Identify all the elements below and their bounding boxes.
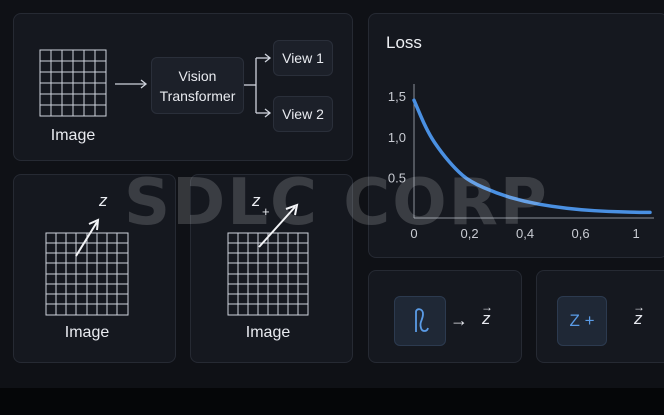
loss-chart-panel <box>368 13 664 258</box>
model-label-line1: Vision <box>178 67 217 84</box>
embedding-panel-right <box>190 174 353 363</box>
view-1-box: View 1 <box>273 40 333 76</box>
vector-arrow-icon <box>75 218 100 257</box>
x-tick-label: 0,6 <box>572 226 590 241</box>
y-tick-label: 0.5 <box>388 170 406 185</box>
z-vector-symbol: → z <box>481 300 493 328</box>
bottom-bar <box>0 388 664 415</box>
loss-curve <box>412 98 652 215</box>
squiggle-icon <box>415 308 429 332</box>
x-tick-label: 0 <box>410 226 417 241</box>
arrow-right-icon <box>115 79 148 89</box>
image-label: Image <box>64 324 110 341</box>
image-grid-icon <box>45 232 129 316</box>
plus-symbol: + <box>262 204 270 219</box>
z-plus-symbol-box: Z + <box>557 296 607 346</box>
image-label: Image <box>50 127 96 144</box>
y-tick-label: 1,5 <box>388 89 406 104</box>
image-label: Image <box>245 324 291 341</box>
chart-title: Loss <box>386 33 422 52</box>
loss-chart: Loss 1,5 1,0 0.5 0 0,2 0,4 0,6 1 <box>386 33 654 241</box>
z-symbol: z <box>98 191 108 210</box>
view-2-box: View 2 <box>273 96 333 132</box>
arrow-right-icon: → <box>450 310 468 330</box>
vector-arrow-icon <box>258 203 299 248</box>
embedding-panel-left <box>13 174 176 363</box>
image-grid-icon <box>39 49 107 117</box>
x-tick-label: 0,2 <box>460 226 478 241</box>
vision-transformer-box: Vision Transformer <box>151 57 244 114</box>
x-tick-label: 0,4 <box>516 226 534 241</box>
x-tick-label: 1 <box>633 226 640 241</box>
squiggle-symbol-box <box>394 296 446 346</box>
image-grid-icon <box>227 232 309 316</box>
y-tick-label: 1,0 <box>388 130 406 145</box>
z-symbol: z <box>251 191 261 210</box>
split-arrow-icon <box>244 53 272 118</box>
model-label-line2: Transformer <box>159 87 236 104</box>
z-vector-symbol: → z <box>633 300 645 328</box>
